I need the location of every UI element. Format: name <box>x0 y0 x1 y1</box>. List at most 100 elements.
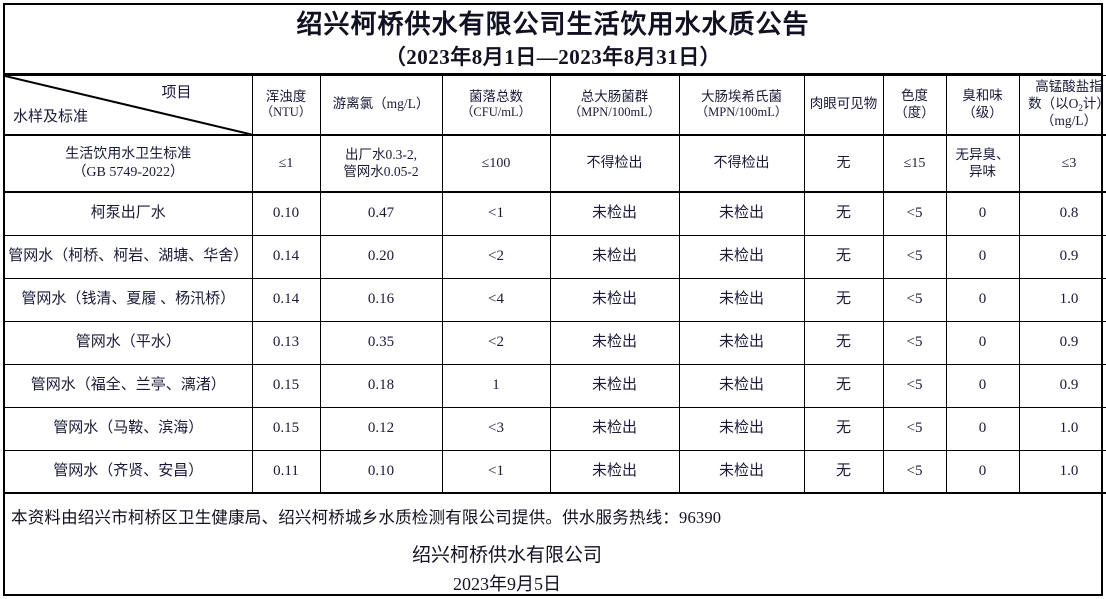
cell-free-chlorine: 0.20 <box>319 234 443 279</box>
report-period: （2023年8月1日—2023年8月31日） <box>384 45 722 70</box>
cell-e-coli: 未检出 <box>678 363 805 408</box>
standard-row: 生活饮用水卫生标准 （GB 5749-2022） ≤1 出厂水0.3-2, 管网… <box>5 134 1106 194</box>
column-header-line1: 浑浊度 <box>265 88 307 104</box>
column-header-line1: 大肠埃希氏菌 <box>701 88 782 104</box>
standard-turbidity: ≤1 <box>251 134 321 194</box>
standard-name-cell: 生活饮用水卫生标准 （GB 5749-2022） <box>5 134 253 194</box>
cell-chroma: <5 <box>882 277 947 322</box>
table-header-row: 水样及标准 项目 浑浊度 （NTU） 游离氯（mg/L） 菌落总数 （CFU/m… <box>5 74 1106 137</box>
standard-visible-matter: 无 <box>803 134 884 194</box>
standard-odor-taste: 无异臭、 异味 <box>945 134 1020 194</box>
column-header-line2: （MPN/100mL） <box>695 105 788 120</box>
sample-name-cell: 管网水（钱清、夏履 、杨汛桥） <box>5 277 253 322</box>
cell-permanganate: 0.9 <box>1018 320 1106 365</box>
column-header-line2: （CFU/mL） <box>460 105 532 120</box>
table-body: 柯泵出厂水0.100.47<1未检出未检出无<500.8100%管网水（柯桥、柯… <box>5 191 1106 495</box>
cell-permanganate: 0.9 <box>1018 234 1106 279</box>
column-header-line2: 数（以O2计） <box>1028 96 1106 114</box>
standard-name-line2: （GB 5749-2022） <box>72 164 185 180</box>
cell-odor-taste: 0 <box>945 191 1020 236</box>
standard-permanganate: ≤3 <box>1018 134 1106 194</box>
cell-free-chlorine: 0.18 <box>319 363 443 408</box>
column-axis-label: 项目 <box>161 84 192 101</box>
cell-odor-taste: 0 <box>945 363 1020 408</box>
column-header-line1: 菌落总数 <box>469 88 523 104</box>
cell-free-chlorine: 0.47 <box>319 191 443 236</box>
water-quality-table: 水样及标准 项目 浑浊度 （NTU） 游离氯（mg/L） 菌落总数 （CFU/m… <box>5 74 1106 495</box>
footer-company-name: 绍兴柯桥供水有限公司 <box>411 545 602 567</box>
column-header-free-chlorine: 游离氯（mg/L） <box>319 74 443 137</box>
sample-name-cell: 管网水（柯桥、柯岩、湖塘、华舍） <box>5 234 253 279</box>
report-title-block: 绍兴柯桥供水有限公司生活饮用水水质公告 （2023年8月1日—2023年8月31… <box>5 5 1101 75</box>
column-header-line1: 游离氯（mg/L） <box>332 96 430 112</box>
cell-e-coli: 未检出 <box>678 191 805 236</box>
table-row: 管网水（柯桥、柯岩、湖塘、华舍）0.140.20<2未检出未检出无<500.91… <box>5 234 1106 279</box>
column-header-e-coli: 大肠埃希氏菌 （MPN/100mL） <box>678 74 805 137</box>
cell-visible-matter: 无 <box>803 191 884 236</box>
standard-free-chlorine: 出厂水0.3-2, 管网水0.05-2 <box>319 134 443 194</box>
cell-visible-matter: 无 <box>803 234 884 279</box>
column-header-line2: （NTU） <box>260 105 312 120</box>
column-header-line1: 总大肠菌群 <box>580 88 649 104</box>
cell-turbidity: 0.14 <box>251 277 321 322</box>
sample-name-cell: 柯泵出厂水 <box>5 191 253 236</box>
cell-turbidity: 0.15 <box>251 406 321 451</box>
cell-free-chlorine: 0.12 <box>319 406 443 451</box>
cell-odor-taste: 0 <box>945 449 1020 495</box>
cell-permanganate: 1.0 <box>1018 449 1106 495</box>
cell-e-coli: 未检出 <box>678 449 805 495</box>
cell-total-coliform: 未检出 <box>549 191 680 236</box>
cell-permanganate: 1.0 <box>1018 406 1106 451</box>
cell-visible-matter: 无 <box>803 363 884 408</box>
cell-chroma: <5 <box>882 363 947 408</box>
cell-visible-matter: 无 <box>803 449 884 495</box>
cell-turbidity: 0.13 <box>251 320 321 365</box>
cell-visible-matter: 无 <box>803 406 884 451</box>
cell-total-coliform: 未检出 <box>549 449 680 495</box>
cell-turbidity: 0.15 <box>251 363 321 408</box>
cell-chroma: <5 <box>882 320 947 365</box>
column-header-line1: 色度 <box>901 87 928 103</box>
cell-total-coliform: 未检出 <box>549 234 680 279</box>
cell-total-coliform: 未检出 <box>549 363 680 408</box>
sample-name-cell: 管网水（马鞍、滨海） <box>5 406 253 451</box>
standard-colony-count: ≤100 <box>441 134 551 194</box>
column-header-colony-count: 菌落总数 （CFU/mL） <box>441 74 551 137</box>
column-header-visible-matter: 肉眼可见物 <box>803 74 884 137</box>
footer-signature: 绍兴柯桥供水有限公司 2023年9月5日 <box>11 542 1093 598</box>
cell-colony-count: <3 <box>441 406 551 451</box>
cell-turbidity: 0.10 <box>251 191 321 236</box>
column-header-chroma: 色度 （度） <box>882 74 947 137</box>
standard-name-line1: 生活饮用水卫生标准 <box>65 147 192 163</box>
cell-total-coliform: 未检出 <box>549 320 680 365</box>
cell-free-chlorine: 0.35 <box>319 320 443 365</box>
column-header-line2: （级） <box>962 104 1003 120</box>
cell-free-chlorine: 0.16 <box>319 277 443 322</box>
cell-colony-count: <4 <box>441 277 551 322</box>
cell-permanganate: 0.8 <box>1018 191 1106 236</box>
cell-total-coliform: 未检出 <box>549 406 680 451</box>
column-header-line1: 高锰酸盐指 <box>1035 79 1103 95</box>
page-title: 绍兴柯桥供水有限公司生活饮用水水质公告 <box>296 10 810 39</box>
cell-free-chlorine: 0.10 <box>319 449 443 495</box>
column-header-odor-taste: 臭和味 （级） <box>945 74 1020 137</box>
footer-date: 2023年9月5日 <box>453 573 561 594</box>
table-row: 管网水（钱清、夏履 、杨汛桥）0.140.16<4未检出未检出无<501.010… <box>5 277 1106 322</box>
cell-colony-count: <1 <box>441 191 551 236</box>
cell-odor-taste: 0 <box>945 406 1020 451</box>
column-header-line3: （mg/L） <box>1040 113 1098 129</box>
cell-odor-taste: 0 <box>945 234 1020 279</box>
report-sheet: 绍兴柯桥供水有限公司生活饮用水水质公告 （2023年8月1日—2023年8月31… <box>3 3 1106 599</box>
row-axis-label: 水样及标准 <box>13 109 89 126</box>
cell-colony-count: <1 <box>441 449 551 495</box>
column-header-turbidity: 浑浊度 （NTU） <box>251 74 321 137</box>
cell-chroma: <5 <box>882 234 947 279</box>
cell-turbidity: 0.11 <box>251 449 321 495</box>
report-footer: 本资料由绍兴市柯桥区卫生健康局、绍兴柯桥城乡水质检测有限公司提供。供水服务热线：… <box>5 494 1101 599</box>
